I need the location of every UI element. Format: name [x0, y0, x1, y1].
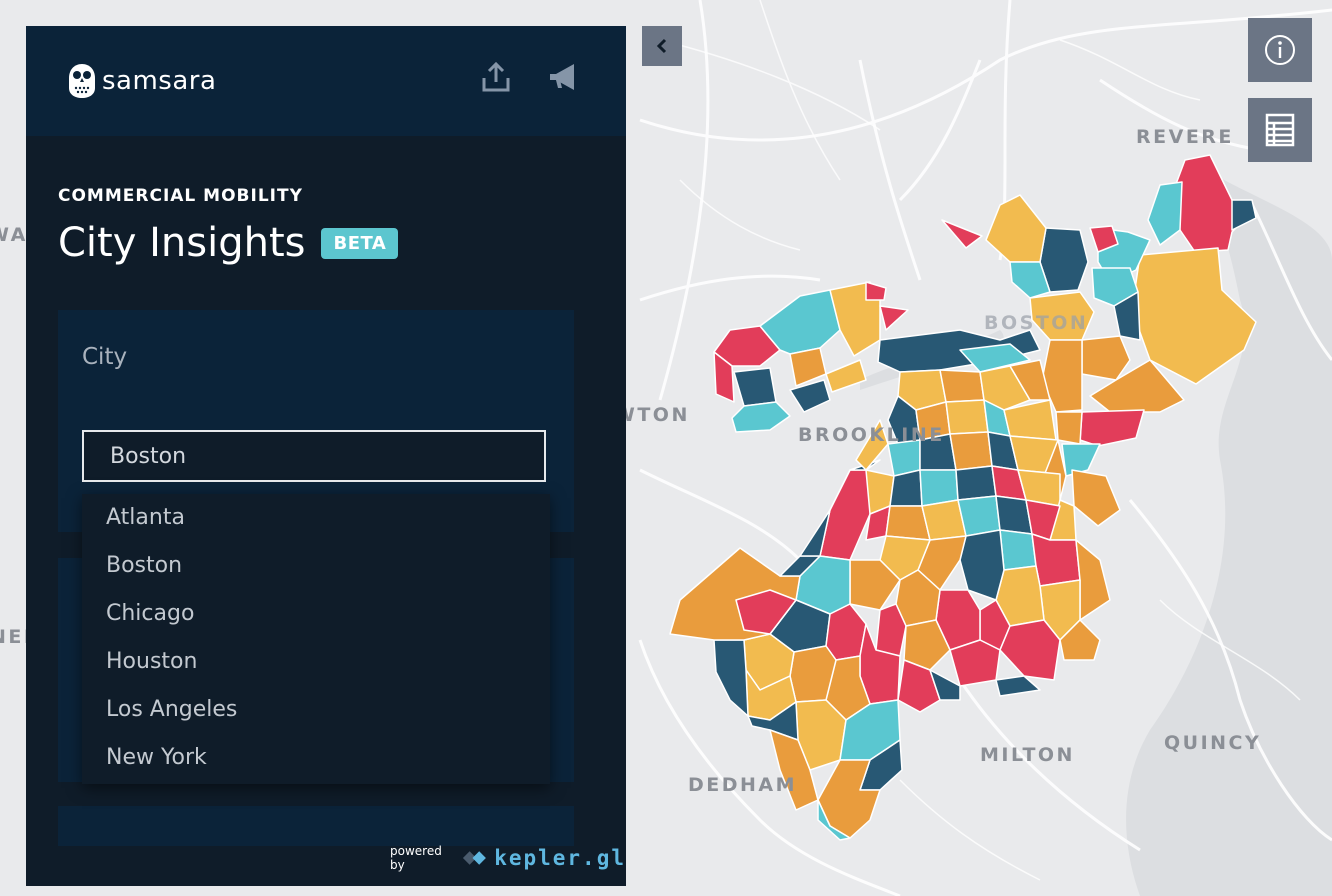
map-label-milton: MILTON [980, 744, 1075, 766]
city-select-input[interactable] [82, 430, 546, 482]
city-option-los-angeles[interactable]: Los Angeles [106, 697, 238, 722]
megaphone-icon[interactable] [546, 60, 582, 96]
side-panel: samsara COMMERCIAL MOBILITY City Insight… [26, 26, 626, 886]
city-dropdown: Atlanta Boston Chicago Houston Los Angel… [82, 494, 550, 784]
map-label-quincy: QUINCY [1164, 732, 1262, 754]
page-title: City Insights [58, 220, 306, 266]
city-option-boston[interactable]: Boston [106, 553, 183, 578]
powered-by-text: powered by [390, 844, 442, 872]
city-option-houston[interactable]: Houston [106, 649, 198, 674]
info-icon [1265, 35, 1295, 65]
owl-logo-icon [69, 64, 95, 98]
kepler-logo-icon [463, 851, 487, 865]
table-icon [1265, 113, 1295, 147]
upload-icon[interactable] [478, 60, 514, 96]
info-button[interactable] [1248, 18, 1312, 82]
brand-name: samsara [102, 66, 217, 96]
city-option-atlanta[interactable]: Atlanta [106, 505, 185, 530]
map-label-brookline: BROOKLINE [798, 424, 945, 446]
map-label-dedham: DEDHAM [688, 774, 798, 796]
collapse-panel-button[interactable] [642, 26, 682, 66]
eyebrow-text: COMMERCIAL MOBILITY [58, 186, 303, 206]
tertiary-card [58, 806, 574, 846]
city-label: City [82, 344, 128, 370]
kepler-text: kepler.gl [494, 846, 626, 870]
beta-badge: BETA [321, 227, 399, 259]
powered-by-kepler[interactable]: powered by kepler.gl [390, 844, 626, 872]
chevron-left-icon [656, 38, 667, 54]
panel-body: COMMERCIAL MOBILITY City Insights BETA [58, 186, 598, 266]
city-option-chicago[interactable]: Chicago [106, 601, 195, 626]
panel-header: samsara [26, 26, 626, 136]
data-table-button[interactable] [1248, 98, 1312, 162]
city-option-new-york[interactable]: New York [106, 745, 207, 770]
title-row: City Insights BETA [58, 220, 598, 266]
samsara-logo[interactable]: samsara [68, 62, 216, 100]
map-label-boston: BOSTON [984, 312, 1089, 334]
map-label-revere: REVERE [1136, 126, 1234, 148]
